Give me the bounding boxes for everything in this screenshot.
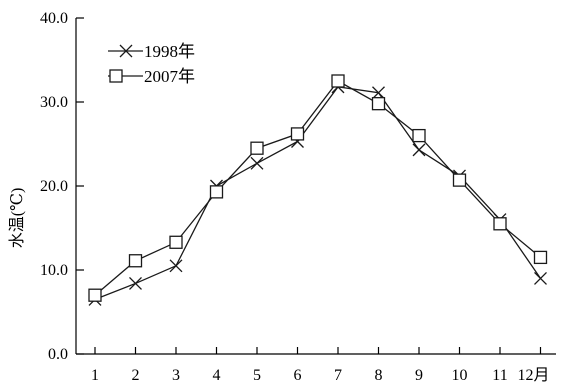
legend-label-1998: 1998年 (144, 42, 195, 61)
series-line-1 (94, 80, 541, 296)
series-0-point-1 (129, 276, 142, 290)
legend: 1998年 2007年 (108, 42, 195, 86)
x-tick-label-0: 1 (91, 367, 99, 384)
x-tick-label-3: 4 (213, 367, 221, 384)
series-1-point-9 (452, 173, 467, 187)
x-marker-stroke-b (250, 156, 264, 170)
plot-area: 0.0 10.0 20.0 30.0 40.0 1 2 3 4 5 6 7 8 9 10 11 12月 (40, 10, 556, 384)
y-axis-ticks: 0.0 10.0 20.0 30.0 40.0 (40, 10, 84, 363)
series-1-point-10 (493, 217, 507, 231)
x-tick-label-4: 5 (253, 367, 261, 384)
series-0-point-11 (534, 271, 547, 285)
series-line-0 (94, 86, 542, 301)
x-tick-label-9: 10 (452, 367, 468, 384)
legend-square-marker-icon (109, 69, 123, 83)
y-tick-label-0: 0.0 (48, 346, 68, 363)
legend-item-2007: 2007年 (108, 67, 195, 86)
series-0-point-4 (250, 156, 264, 170)
legend-label-2007: 2007年 (144, 67, 195, 86)
x-tick-label-6: 7 (334, 367, 342, 384)
series-1-point-2 (169, 235, 183, 249)
series-1-point-6 (331, 74, 345, 88)
x-tick-label-11: 12月 (517, 367, 549, 384)
x-tick-label-1: 2 (132, 367, 140, 384)
series-1-point-3 (209, 185, 224, 199)
y-tick-label-4: 40.0 (40, 10, 68, 27)
x-tick-label-10: 11 (492, 367, 507, 384)
series-1-point-7 (371, 97, 386, 111)
y-tick-label-1: 10.0 (40, 262, 68, 279)
series-1-point-4 (250, 141, 264, 155)
series-1-point-1 (128, 254, 143, 268)
x-marker-stroke-b (129, 276, 142, 290)
x-tick-label-5: 6 (294, 367, 302, 384)
series-1-point-11 (533, 250, 548, 265)
x-marker-stroke-b (534, 271, 547, 285)
x-marker-stroke-b (169, 259, 183, 273)
x-tick-label-2: 3 (172, 367, 180, 384)
series-0-point-2 (169, 259, 183, 273)
series-0-point-8 (412, 143, 426, 157)
legend-item-1998: 1998年 (108, 42, 195, 61)
x-marker-stroke-b (372, 86, 385, 100)
series-1-point-0 (88, 288, 102, 302)
series-1-point-8 (412, 128, 426, 143)
y-tick-label-2: 20.0 (40, 178, 68, 195)
x-tick-label-7: 8 (375, 367, 383, 384)
y-axis-label: 水温(℃) (8, 188, 26, 249)
legend-x-marker-icon-stroke (119, 44, 133, 58)
series-1-point-5 (290, 127, 305, 141)
y-tick-label-3: 30.0 (40, 94, 68, 111)
series-layer (88, 74, 548, 306)
x-axis-ticks: 1 2 3 4 5 6 7 8 9 10 11 12月 (91, 347, 550, 384)
x-tick-label-8: 9 (415, 367, 423, 384)
series-0-point-7 (372, 86, 385, 100)
x-marker-stroke-b (412, 143, 426, 157)
